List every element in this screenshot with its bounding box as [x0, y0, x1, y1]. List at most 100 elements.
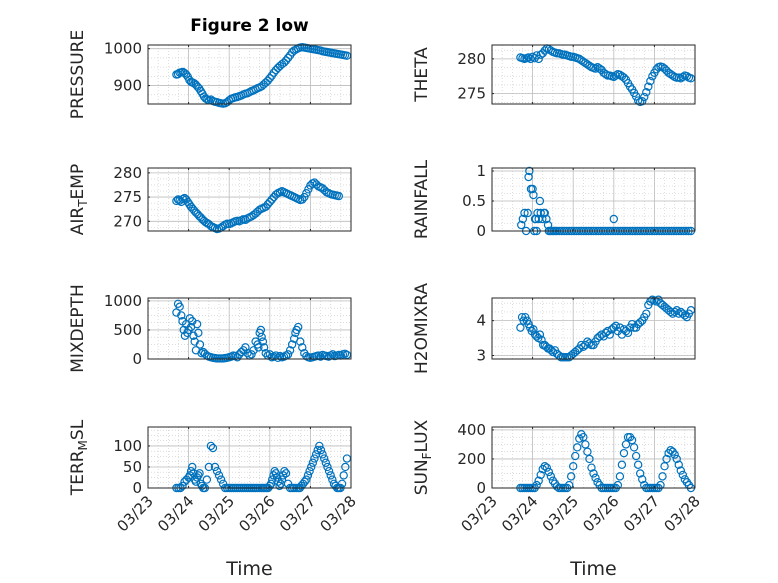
x-tick-label: 03/26 [235, 492, 278, 535]
y-tick-label: 4 [476, 312, 486, 330]
axes-box [147, 426, 352, 489]
x-tick-label: 03/27 [276, 492, 319, 535]
data-point [676, 466, 685, 475]
data-point [320, 454, 329, 463]
data-point [546, 472, 556, 481]
data-point [573, 443, 582, 452]
y-tick-label: 0 [132, 350, 142, 368]
data-point [315, 441, 324, 451]
data-point [175, 302, 184, 311]
data-point [672, 454, 681, 464]
data-point [261, 348, 270, 358]
data-point [619, 73, 629, 82]
x-tick-label: 03/24 [154, 492, 197, 535]
y-axis-label: MIXDEPTH [68, 284, 88, 373]
data-point [294, 322, 303, 332]
data-point [281, 56, 291, 65]
data-point [305, 466, 314, 476]
data-point [316, 445, 326, 455]
y-tick-label: 1000 [104, 292, 142, 310]
data-point [339, 471, 348, 480]
subplot-h2omixra: 3 4 H2OMIXRA [412, 283, 696, 374]
data-point [536, 470, 545, 480]
data-point [263, 200, 272, 209]
data-point [635, 318, 645, 327]
data-point [269, 68, 279, 77]
data-point [195, 469, 204, 478]
data-point [340, 349, 350, 358]
data-point [192, 473, 202, 482]
data-point [241, 343, 250, 352]
x-axis-label: Time [225, 558, 273, 580]
data-point [303, 471, 313, 480]
data-point [271, 469, 281, 478]
data-point [227, 352, 236, 361]
data-point [524, 172, 533, 182]
x-tick-label: 03/28 [317, 492, 360, 535]
data-point [261, 202, 270, 211]
data-point [334, 191, 344, 201]
data-point [566, 472, 576, 481]
data-point [323, 462, 332, 472]
data-point [666, 307, 675, 317]
data-point [302, 351, 311, 361]
data-point [611, 321, 621, 331]
data-point [646, 76, 655, 86]
data-point [577, 340, 586, 350]
data-point [548, 347, 558, 357]
data-point [310, 454, 319, 463]
data-point [258, 337, 268, 346]
data-point [629, 443, 639, 452]
data-point [617, 460, 627, 469]
data-point [328, 475, 337, 484]
data-point [585, 454, 594, 464]
data-point [283, 350, 293, 359]
data-point [337, 479, 347, 488]
x-tick-label: 03/24 [498, 492, 541, 535]
y-tick-label: 100 [113, 437, 142, 455]
data-point [529, 325, 538, 334]
y-axis-label: SUNFLUX [412, 419, 434, 495]
data-point [534, 476, 543, 485]
figure-title: Figure 2 low [190, 16, 309, 36]
subplot-rainfall: 0 0.5 1 RAINFALL [412, 159, 696, 240]
data-point [210, 462, 220, 472]
data-point [633, 460, 643, 469]
data-point [279, 352, 289, 361]
data-point [311, 450, 321, 459]
y-tick-label: 0 [476, 222, 486, 240]
data-point [318, 450, 327, 459]
data-point [265, 197, 274, 207]
data-point [535, 196, 545, 206]
data-point [542, 214, 551, 224]
data-point [188, 462, 197, 472]
y-tick-label: 1000 [104, 40, 142, 58]
data-point [642, 309, 651, 318]
data-point [280, 466, 289, 476]
data-point [601, 328, 610, 338]
data-point [271, 190, 281, 199]
data-point [283, 53, 293, 63]
data-point [298, 343, 307, 352]
subplot-pressure: 900 1000 PRESSURE Figure 2 low [68, 16, 352, 119]
data-point [259, 343, 269, 352]
y-tick-label: 500 [113, 321, 142, 339]
subplot-air_temp: 270 275 280 AIRTEMP [68, 164, 352, 235]
data-point [277, 475, 287, 484]
data-point [585, 339, 594, 348]
x-axis-label: Time [569, 558, 617, 580]
data-point [613, 480, 623, 490]
data-point [206, 441, 216, 451]
data-point [321, 458, 331, 467]
data-point [231, 351, 240, 361]
data-point [518, 214, 528, 224]
data-point [296, 337, 305, 346]
data-point [544, 467, 554, 477]
y-axis-label: AIRTEMP [68, 164, 90, 235]
data-point [300, 477, 309, 486]
data-point [674, 309, 683, 318]
y-tick-label: 0 [476, 479, 486, 497]
y-tick-label: 400 [457, 421, 486, 439]
data-point [678, 470, 688, 480]
data-point [635, 469, 645, 478]
